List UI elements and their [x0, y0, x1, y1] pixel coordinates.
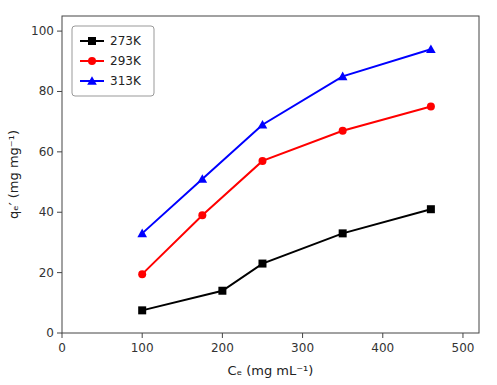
y-tick-label: 60: [39, 145, 54, 159]
y-axis-label: qₑ′ (mg mg⁻¹): [6, 130, 21, 219]
y-tick: [57, 151, 62, 152]
series-marker: [138, 306, 146, 314]
y-tick: [57, 91, 62, 92]
y-tick: [57, 212, 62, 213]
y-tick-label: 100: [31, 24, 54, 38]
plot-frame: [62, 16, 479, 333]
x-tick-label: 0: [58, 341, 66, 355]
x-tick: [62, 333, 63, 338]
series-line: [142, 107, 431, 275]
series-marker: [138, 270, 146, 278]
legend-marker: [87, 76, 97, 85]
series-marker: [258, 260, 266, 268]
y-tick: [57, 272, 62, 273]
series-marker: [137, 229, 147, 238]
chart: 0 100 200 300 400 500 0 20 40 60 80 100 Cₑ (mg mL⁻¹)…: [0, 0, 497, 385]
series-marker: [258, 157, 266, 165]
y-tick-label: 40: [39, 205, 54, 219]
series-marker: [258, 120, 268, 129]
y-tick-label: 80: [39, 84, 54, 98]
legend-marker: [88, 37, 96, 45]
series-marker: [198, 174, 208, 183]
y-tick-label: 0: [46, 326, 54, 340]
series-marker: [338, 72, 348, 81]
x-tick: [142, 333, 143, 338]
legend-frame: [72, 26, 154, 96]
series-marker: [426, 44, 436, 53]
series-marker: [427, 205, 435, 213]
legend-marker: [88, 57, 96, 65]
x-tick-label: 100: [131, 341, 154, 355]
legend-label: 293K: [110, 54, 142, 68]
y-tick: [57, 31, 62, 32]
legend: 273K 293K 313K: [72, 26, 154, 96]
x-tick: [302, 333, 303, 338]
x-tick-label: 500: [452, 341, 475, 355]
legend-label: 273K: [110, 34, 142, 48]
series-marker: [218, 287, 226, 295]
x-tick-label: 400: [371, 341, 394, 355]
legend-label: 313K: [110, 74, 142, 88]
y-tick: [57, 333, 62, 334]
x-tick-label: 200: [211, 341, 234, 355]
series-marker: [427, 103, 435, 111]
series-marker: [198, 211, 206, 219]
x-tick-label: 300: [291, 341, 314, 355]
y-tick-label: 20: [39, 266, 54, 280]
series-marker: [339, 127, 347, 135]
x-tick: [222, 333, 223, 338]
x-tick: [462, 333, 463, 338]
series-line: [142, 49, 431, 233]
x-axis-label: Cₑ (mg mL⁻¹): [228, 363, 314, 378]
series-marker: [339, 229, 347, 237]
series-line: [142, 209, 431, 310]
x-tick: [382, 333, 383, 338]
plot-area: [137, 44, 435, 314]
